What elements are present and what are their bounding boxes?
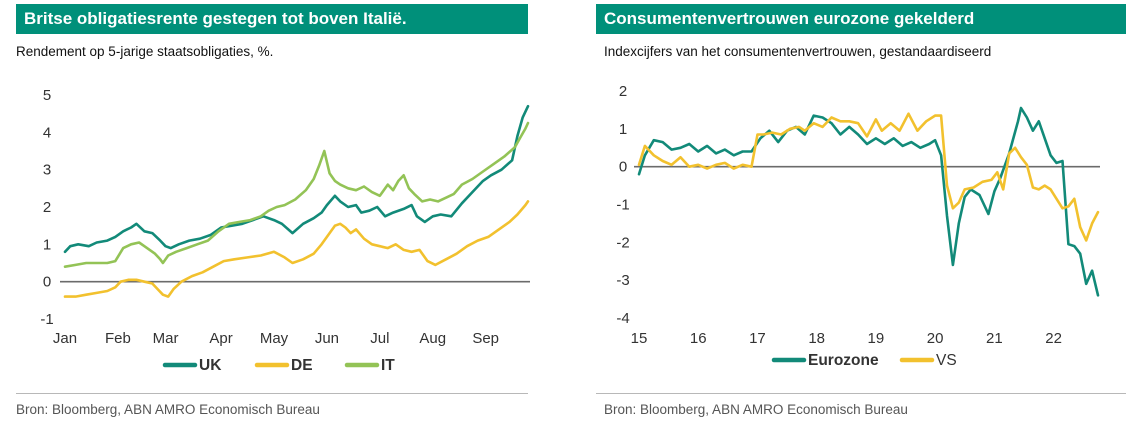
- x-tick-label: 17: [749, 330, 766, 347]
- y-tick-label: 1: [43, 236, 51, 253]
- x-tick-label: Jan: [53, 330, 77, 347]
- y-tick-label: 3: [43, 162, 51, 179]
- right-panel: Consumentenvertrouwen eurozone gekelderd…: [588, 0, 1138, 425]
- right-source-divider: [596, 393, 1126, 394]
- left-source: Bron: Bloomberg, ABN AMRO Economisch Bur…: [16, 402, 320, 417]
- right-source: Bron: Bloomberg, ABN AMRO Economisch Bur…: [604, 402, 908, 417]
- x-tick-label: Jul: [370, 330, 389, 347]
- left-chart: -1 0 1 2 3 4 5 Jan Feb Mar Apr May Jun Jul Aug Sep UK DE I…: [40, 87, 530, 374]
- x-tick-label: Apr: [209, 330, 232, 347]
- x-tick-label: 16: [690, 330, 707, 347]
- x-tick-label: 15: [631, 330, 648, 347]
- series-line-vs: [637, 112, 1100, 242]
- y-tick-label: -3: [616, 272, 629, 289]
- y-tick-label: -2: [616, 234, 629, 251]
- right-chart-subtitle: Indexcijfers van het consumentenvertrouw…: [604, 44, 992, 59]
- legend-label-it: IT: [381, 357, 395, 374]
- series-line-uk: [63, 104, 530, 254]
- legend-label-eurozone: Eurozone: [808, 352, 879, 369]
- y-tick-label: 1: [619, 121, 627, 138]
- y-tick-label: 0: [619, 159, 627, 176]
- legend-label-vs: VS: [936, 352, 957, 369]
- y-tick-label: 2: [619, 83, 627, 100]
- legend-label-uk: UK: [199, 357, 222, 374]
- right-chart: -4 -3 -2 -1 0 1 2 15 16 17 18 19 20 21 22 Eurozone VS: [616, 83, 1100, 369]
- y-tick-label: -1: [40, 311, 53, 328]
- y-tick-label: 5: [43, 87, 51, 104]
- left-source-divider: [16, 393, 528, 394]
- y-tick-label: 0: [43, 274, 51, 291]
- x-tick-label: Feb: [105, 330, 131, 347]
- x-tick-label: Jun: [315, 330, 339, 347]
- left-panel: Britse obligatiesrente gestegen tot bove…: [0, 0, 560, 425]
- left-chart-title: Britse obligatiesrente gestegen tot bove…: [16, 4, 528, 34]
- x-tick-label: May: [260, 330, 289, 347]
- series-line-de: [63, 200, 530, 298]
- x-tick-label: 20: [927, 330, 944, 347]
- x-tick-label: Mar: [153, 330, 179, 347]
- y-tick-label: -4: [616, 310, 629, 327]
- series-line-eurozone: [637, 106, 1100, 297]
- x-tick-label: 19: [868, 330, 885, 347]
- x-tick-label: Aug: [419, 330, 446, 347]
- y-tick-label: 4: [43, 124, 51, 141]
- legend-label-de: DE: [291, 357, 313, 374]
- left-chart-subtitle: Rendement op 5-jarige staatsobligaties, …: [16, 44, 274, 59]
- x-tick-label: 22: [1045, 330, 1062, 347]
- series-line-it: [63, 121, 530, 268]
- y-tick-label: 2: [43, 199, 51, 216]
- x-tick-label: Sep: [472, 330, 499, 347]
- right-chart-title: Consumentenvertrouwen eurozone gekelderd: [596, 4, 1126, 34]
- x-tick-label: 21: [986, 330, 1003, 347]
- x-tick-label: 18: [808, 330, 825, 347]
- y-tick-label: -1: [616, 197, 629, 214]
